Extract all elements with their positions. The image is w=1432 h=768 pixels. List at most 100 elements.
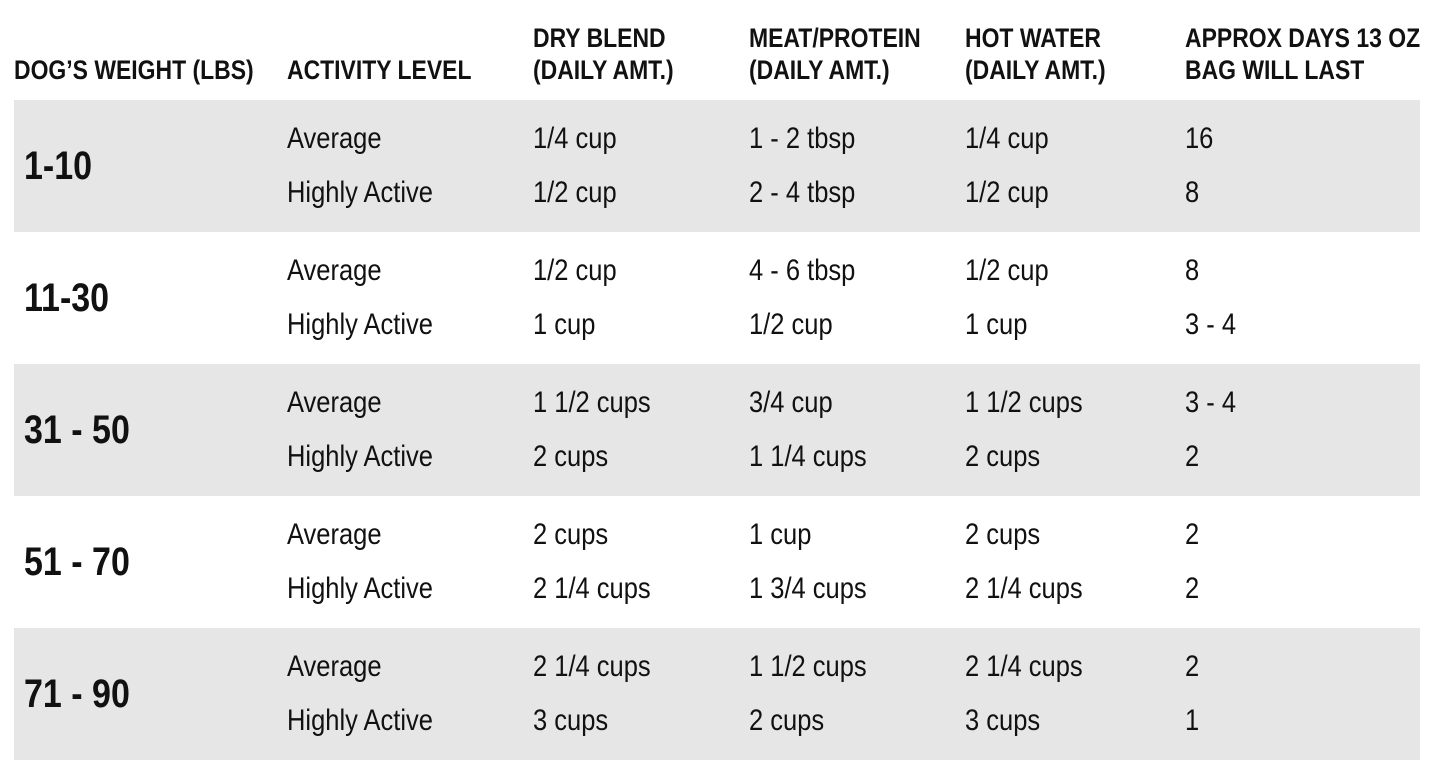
meat-protein-value: 1 1/2 cups — [749, 650, 867, 683]
activity-cell: Average Highly Active — [287, 232, 533, 364]
days-value: 1 — [1185, 704, 1200, 737]
meat-protein-cell: 3/4 cup 1 1/4 cups — [749, 364, 965, 496]
activity-level-value: Average — [287, 518, 382, 551]
days-value: 2 — [1185, 572, 1200, 605]
activity-level-value: Average — [287, 122, 382, 155]
hot-water-cell: 2 1/4 cups 3 cups — [965, 628, 1185, 760]
meat-protein-value: 1 3/4 cups — [749, 572, 867, 605]
weight-cell: 11-30 — [14, 232, 287, 364]
hot-water-cell: 2 cups 2 1/4 cups — [965, 496, 1185, 628]
meat-protein-cell: 4 - 6 tbsp 1/2 cup — [749, 232, 965, 364]
activity-cell: Average Highly Active — [287, 496, 533, 628]
meat-protein-value: 1 cup — [749, 518, 812, 551]
hot-water-cell: 1/2 cup 1 cup — [965, 232, 1185, 364]
dry-blend-value: 2 cups — [533, 518, 609, 551]
days-value: 3 - 4 — [1185, 308, 1237, 341]
activity-level-value: Average — [287, 254, 382, 287]
dry-blend-cell: 2 cups 2 1/4 cups — [533, 496, 749, 628]
dry-blend-value: 2 1/4 cups — [533, 572, 651, 605]
feeding-guide-table: DOG’S WEIGHT (LBS) ACTIVITY LEVEL DRY BL… — [14, 0, 1420, 760]
table-header-row: DOG’S WEIGHT (LBS) ACTIVITY LEVEL DRY BL… — [14, 0, 1420, 100]
dry-blend-cell: 2 1/4 cups 3 cups — [533, 628, 749, 760]
dry-blend-value: 1 1/2 cups — [533, 386, 651, 419]
hot-water-value: 2 1/4 cups — [965, 572, 1083, 605]
hot-water-value: 2 cups — [965, 440, 1041, 473]
days-value: 2 — [1185, 650, 1200, 683]
days-cell: 2 2 — [1185, 496, 1420, 628]
weight-range-label: 51 - 70 — [24, 539, 130, 584]
dry-blend-value: 1/2 cup — [533, 176, 617, 209]
header-dry-blend-line2: (DAILY AMT.) — [533, 55, 674, 85]
dry-blend-value: 3 cups — [533, 704, 609, 737]
hot-water-value: 1/4 cup — [965, 122, 1049, 155]
weight-range-label: 1-10 — [24, 143, 93, 188]
weight-cell: 71 - 90 — [14, 628, 287, 760]
header-dry-blend: DRY BLEND (DAILY AMT.) — [533, 0, 749, 100]
hot-water-value: 1 1/2 cups — [965, 386, 1083, 419]
activity-cell: Average Highly Active — [287, 364, 533, 496]
activity-level-value: Highly Active — [287, 440, 433, 473]
dry-blend-cell: 1/2 cup 1 cup — [533, 232, 749, 364]
dry-blend-cell: 1 1/2 cups 2 cups — [533, 364, 749, 496]
meat-protein-cell: 1 cup 1 3/4 cups — [749, 496, 965, 628]
activity-level-value: Highly Active — [287, 308, 433, 341]
hot-water-value: 2 cups — [965, 518, 1041, 551]
header-activity-level-label: ACTIVITY LEVEL — [287, 55, 472, 85]
header-meat-protein-line1: MEAT/PROTEIN — [749, 23, 921, 53]
days-value: 8 — [1185, 176, 1200, 209]
days-value: 2 — [1185, 440, 1200, 473]
header-approx-days: APPROX DAYS 13 OZ BAG WILL LAST — [1185, 0, 1420, 100]
table-row-weight-1-10: 1-10 Average Highly Active 1/4 cup 1/2 c… — [14, 100, 1420, 232]
meat-protein-cell: 1 - 2 tbsp 2 - 4 tbsp — [749, 100, 965, 232]
activity-cell: Average Highly Active — [287, 628, 533, 760]
days-value: 16 — [1185, 122, 1214, 155]
weight-range-label: 31 - 50 — [24, 407, 130, 452]
dry-blend-value: 1/2 cup — [533, 254, 617, 287]
hot-water-cell: 1/4 cup 1/2 cup — [965, 100, 1185, 232]
hot-water-value: 1 cup — [965, 308, 1028, 341]
table-row-weight-11-30: 11-30 Average Highly Active 1/2 cup 1 cu… — [14, 232, 1420, 364]
header-hot-water: HOT WATER (DAILY AMT.) — [965, 0, 1185, 100]
table-row-weight-71-90: 71 - 90 Average Highly Active 2 1/4 cups… — [14, 628, 1420, 760]
hot-water-cell: 1 1/2 cups 2 cups — [965, 364, 1185, 496]
dry-blend-cell: 1/4 cup 1/2 cup — [533, 100, 749, 232]
meat-protein-value: 1 1/4 cups — [749, 440, 867, 473]
meat-protein-value: 1/2 cup — [749, 308, 833, 341]
header-hot-water-line1: HOT WATER — [965, 23, 1101, 53]
activity-level-value: Average — [287, 650, 382, 683]
meat-protein-value: 4 - 6 tbsp — [749, 254, 856, 287]
days-cell: 16 8 — [1185, 100, 1420, 232]
header-approx-days-line1: APPROX DAYS 13 OZ — [1185, 23, 1421, 53]
hot-water-value: 3 cups — [965, 704, 1041, 737]
header-dogs-weight: DOG’S WEIGHT (LBS) — [14, 0, 287, 100]
days-cell: 3 - 4 2 — [1185, 364, 1420, 496]
meat-protein-cell: 1 1/2 cups 2 cups — [749, 628, 965, 760]
hot-water-value: 1/2 cup — [965, 176, 1049, 209]
meat-protein-value: 1 - 2 tbsp — [749, 122, 856, 155]
days-cell: 2 1 — [1185, 628, 1420, 760]
meat-protein-value: 2 - 4 tbsp — [749, 176, 856, 209]
header-approx-days-line2: BAG WILL LAST — [1185, 55, 1365, 85]
days-value: 2 — [1185, 518, 1200, 551]
activity-level-value: Highly Active — [287, 176, 433, 209]
activity-level-value: Highly Active — [287, 572, 433, 605]
header-dry-blend-line1: DRY BLEND — [533, 23, 666, 53]
days-cell: 8 3 - 4 — [1185, 232, 1420, 364]
meat-protein-value: 3/4 cup — [749, 386, 833, 419]
weight-cell: 51 - 70 — [14, 496, 287, 628]
weight-range-label: 11-30 — [24, 275, 110, 320]
activity-level-value: Highly Active — [287, 704, 433, 737]
header-activity-level: ACTIVITY LEVEL — [287, 0, 533, 100]
days-value: 8 — [1185, 254, 1200, 287]
header-meat-protein: MEAT/PROTEIN (DAILY AMT.) — [749, 0, 965, 100]
hot-water-value: 2 1/4 cups — [965, 650, 1083, 683]
dry-blend-value: 2 1/4 cups — [533, 650, 651, 683]
weight-cell: 31 - 50 — [14, 364, 287, 496]
days-value: 3 - 4 — [1185, 386, 1237, 419]
hot-water-value: 1/2 cup — [965, 254, 1049, 287]
header-meat-protein-line2: (DAILY AMT.) — [749, 55, 890, 85]
dry-blend-value: 1/4 cup — [533, 122, 617, 155]
dry-blend-value: 2 cups — [533, 440, 609, 473]
weight-range-label: 71 - 90 — [24, 671, 130, 716]
activity-cell: Average Highly Active — [287, 100, 533, 232]
